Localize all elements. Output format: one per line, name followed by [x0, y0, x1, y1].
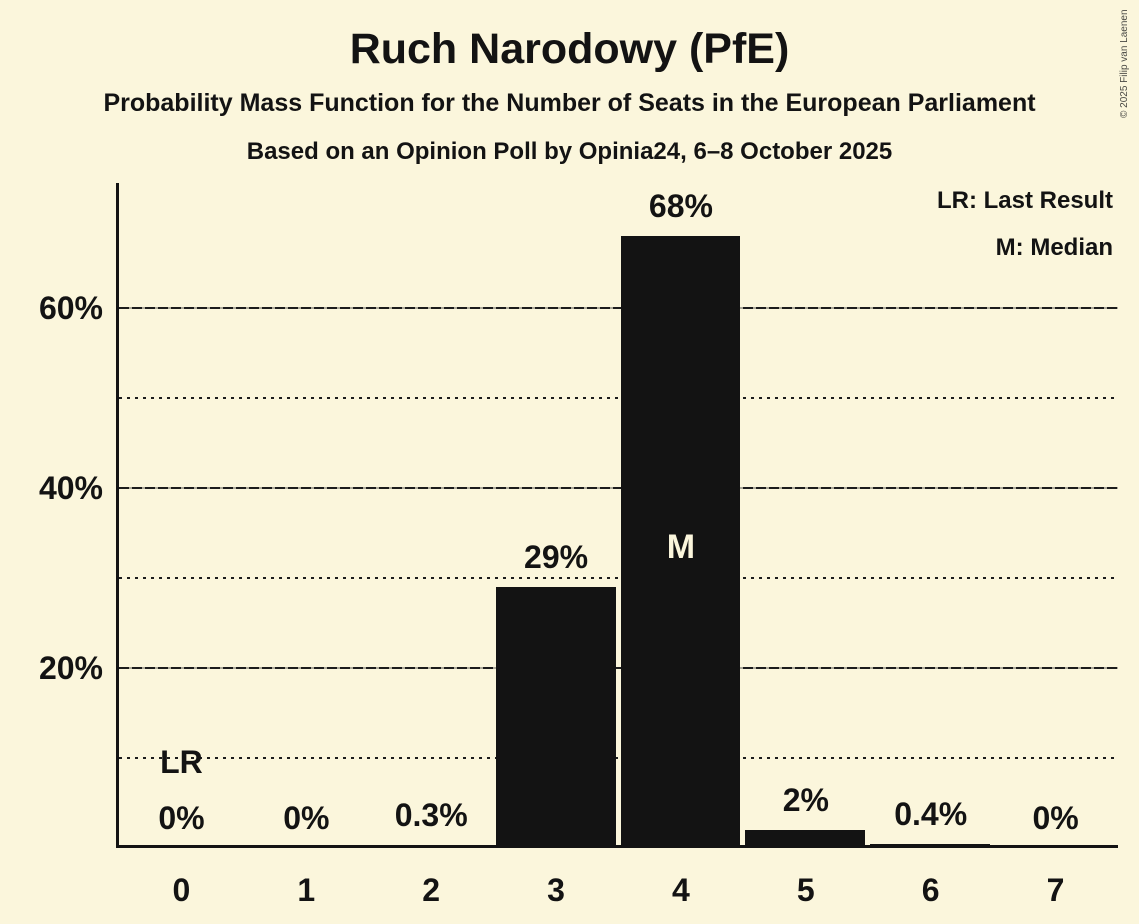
x-tick-label-4: 4 [672, 872, 690, 908]
last-result-annotation: LR [160, 744, 203, 780]
x-tick-label-6: 6 [921, 872, 940, 908]
bar-value-label-seat-0: 0% [158, 800, 205, 836]
bar-seat-4 [620, 236, 741, 848]
bar-value-label-seat-2: 0.3% [394, 797, 468, 834]
y-tick-label-20: 20% [38, 650, 103, 686]
bar-value-label-seat-7: 0% [1032, 800, 1079, 836]
bar-seat-3 [495, 587, 616, 848]
bar-seat-6 [870, 844, 991, 848]
x-tick-label-7: 7 [1046, 872, 1065, 908]
x-axis-line [116, 845, 1118, 848]
chart-subtitle: Probability Mass Function for the Number… [103, 89, 1036, 117]
bar-value-label-seat-4: 68% [648, 188, 713, 224]
plot-area: 0% 0% 0.3% 29% 68% 2% 0.4% 0% LR M [119, 183, 1118, 848]
minor-gridline-30 [119, 577, 1118, 579]
bar-value-label-seat-6: 0.4% [894, 796, 968, 833]
bar-seat-2 [370, 845, 491, 848]
major-gridline-40 [119, 487, 1118, 489]
legend-median: M: Median [995, 234, 1113, 261]
bar-value-label-seat-1: 0% [283, 800, 330, 836]
y-tick-label-40: 40% [38, 470, 103, 506]
bar-value-label-seat-5: 2% [782, 782, 829, 818]
major-gridline-20 [119, 667, 1118, 669]
major-gridline-60 [119, 307, 1118, 309]
x-tick-label-1: 1 [297, 872, 316, 908]
poll-info: Based on an Opinion Poll by Opinia24, 6–… [246, 138, 893, 165]
bar-value-label-seat-3: 29% [524, 539, 589, 575]
x-tick-label-3: 3 [547, 872, 565, 908]
minor-gridline-10 [119, 757, 1118, 759]
y-tick-label-60: 60% [38, 290, 103, 326]
x-tick-label-2: 2 [422, 872, 441, 908]
x-tick-label-5: 5 [796, 872, 815, 908]
legend-last-result: LR: Last Result [936, 187, 1113, 214]
page-title: Ruch Narodowy (PfE) [349, 25, 790, 73]
copyright-notice: © 2025 Filip van Laenen [1119, 9, 1130, 118]
median-annotation: M [666, 528, 696, 566]
x-tick-label-0: 0 [172, 872, 191, 908]
bar-seat-5 [745, 830, 866, 848]
minor-gridline-50 [119, 397, 1118, 399]
y-axis-line [116, 183, 119, 848]
